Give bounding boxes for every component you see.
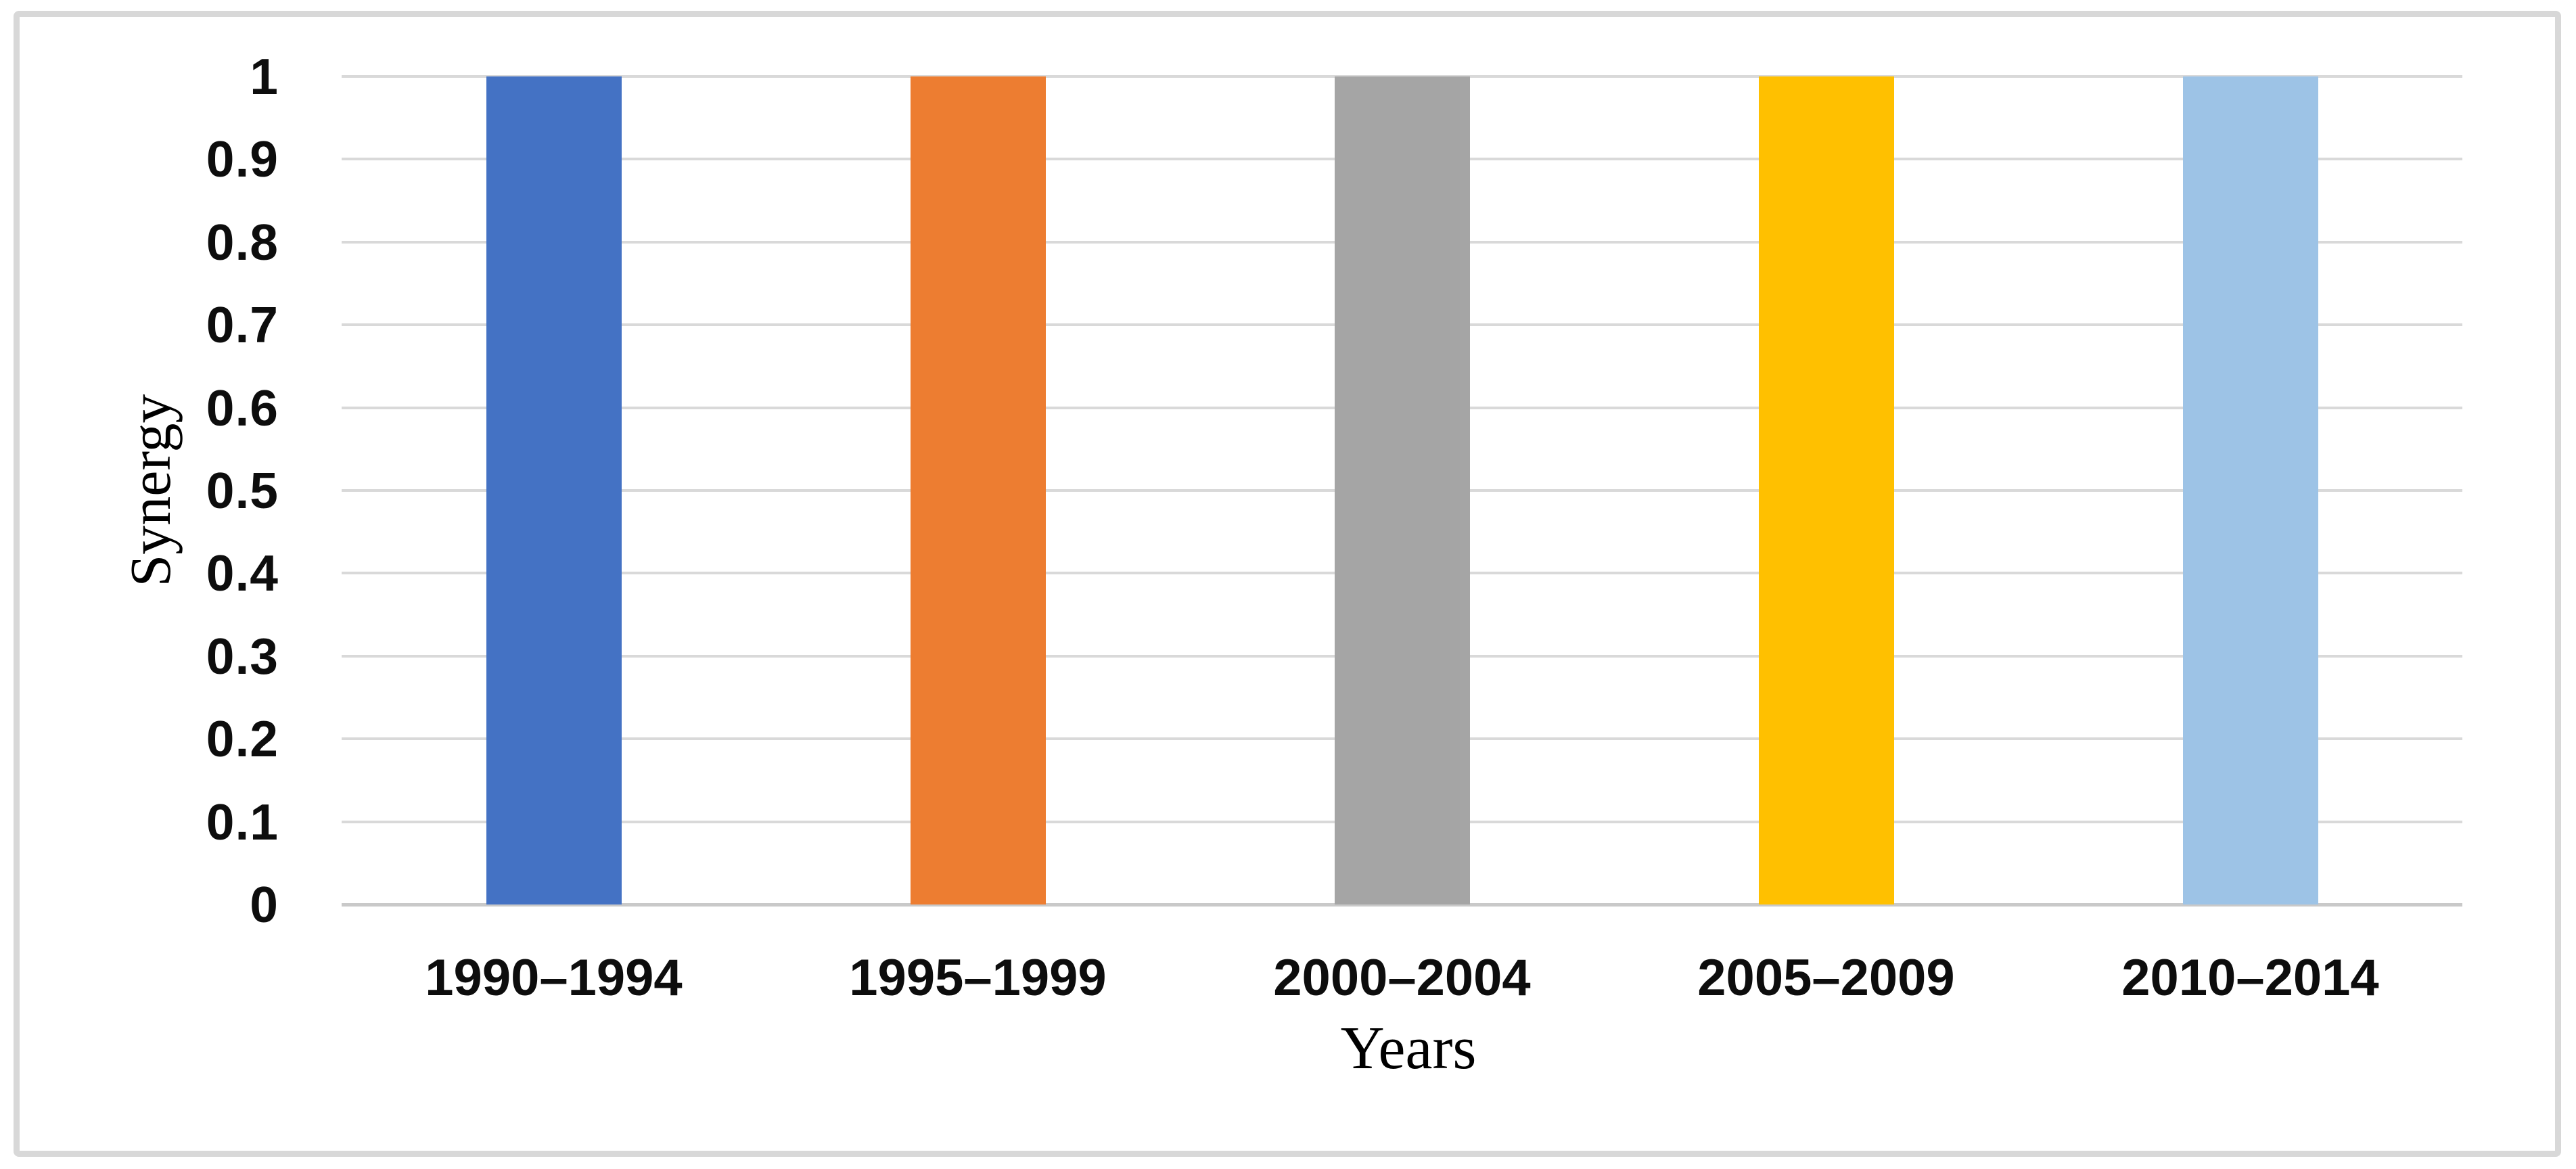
y-tick-label: 0.3 [206,627,279,685]
y-tick-label: 1 [250,48,279,105]
bar-2005-2009 [1758,76,1894,904]
x-tick-label: 1995–1999 [849,949,1107,1007]
y-tick-label: 0 [250,876,279,933]
y-tick-label: 0.7 [206,296,279,354]
y-tick-label: 0.9 [206,131,279,188]
x-axis-line [342,902,2462,907]
bar-2000-2004 [1334,76,1470,904]
y-tick-label: 0.5 [206,462,279,519]
bar-1995-1999 [910,76,1046,904]
y-tick-label: 0.8 [206,213,279,271]
x-tick-label: 2010–2014 [2121,949,2379,1007]
bar-2010-2014 [2182,76,2318,904]
y-tick-label: 0.4 [206,545,279,602]
bar-1990-1994 [486,76,622,904]
plot-area [342,75,2462,907]
y-tick-label: 0.1 [206,793,279,850]
y-tick-label: 0.6 [206,379,279,436]
x-tick-label: 2000–2004 [1273,949,1531,1007]
x-axis-title: Years [1340,1015,1477,1082]
x-tick-label: 2005–2009 [1697,949,1955,1007]
x-tick-label: 1990–1994 [425,949,683,1007]
y-tick-label: 0.2 [206,710,279,768]
